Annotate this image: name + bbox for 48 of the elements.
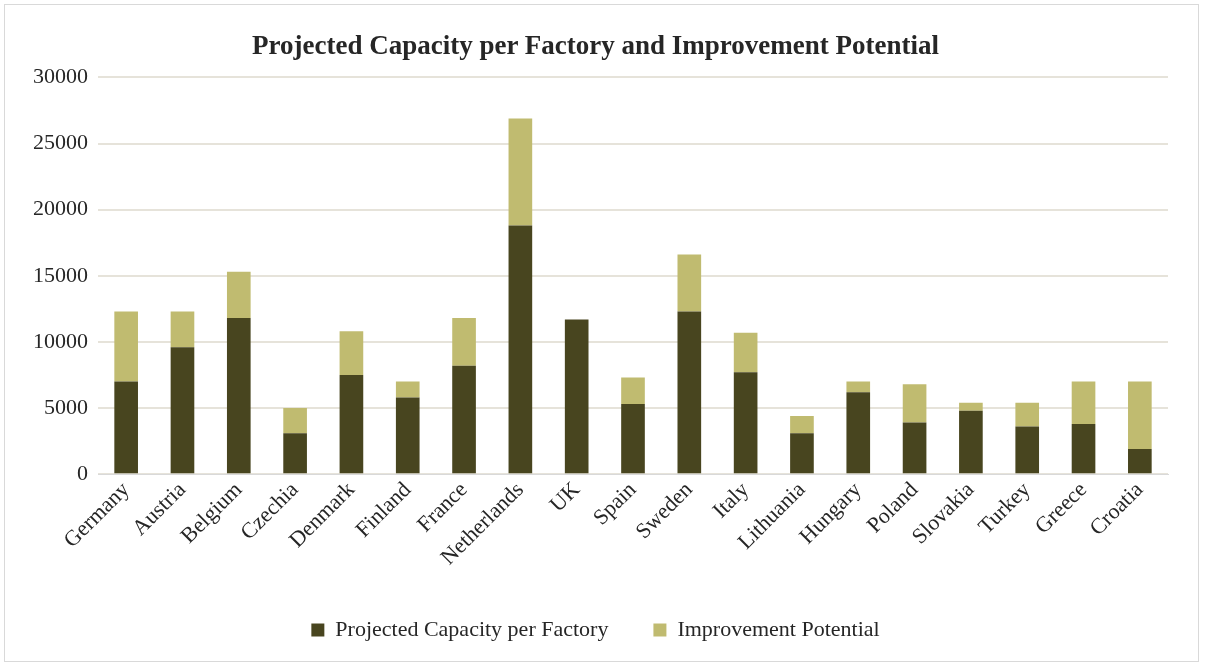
bar (564, 319, 589, 474)
x-tick-label: UK (544, 476, 585, 517)
y-tick-label: 30000 (33, 63, 88, 89)
bar (1071, 423, 1096, 474)
bar (1015, 402, 1040, 427)
bar (621, 404, 645, 474)
bar (846, 392, 871, 474)
bar (790, 433, 814, 474)
bar (114, 311, 138, 382)
bar (677, 254, 702, 312)
bar (114, 381, 138, 474)
bar (170, 311, 195, 348)
bar (959, 410, 983, 474)
y-tick-label: 15000 (33, 261, 88, 287)
bar (1015, 426, 1040, 474)
bar (902, 384, 927, 423)
y-tick-label: 5000 (44, 393, 88, 419)
bar (395, 381, 420, 398)
bar (677, 311, 702, 474)
bar (283, 433, 307, 474)
bar (170, 347, 195, 474)
bar (395, 397, 420, 474)
legend-label: Projected Capacity per Factory (335, 615, 609, 641)
legend-label: Improvement Potential (677, 615, 880, 641)
y-tick-label: 20000 (33, 195, 88, 221)
bar (733, 332, 758, 373)
bar (1071, 381, 1096, 424)
bar (959, 402, 983, 411)
y-tick-label: 10000 (33, 327, 88, 353)
bar (452, 365, 476, 474)
y-tick-label: 0 (77, 459, 88, 485)
bar (226, 271, 251, 319)
bar (339, 331, 364, 375)
bar (790, 415, 814, 434)
chart-title: Projected Capacity per Factory and Improvement Potential (252, 30, 940, 61)
bar (339, 374, 364, 474)
bar (452, 318, 476, 366)
bar (1128, 449, 1152, 474)
bar (902, 422, 927, 474)
bar (733, 372, 758, 474)
bar (508, 118, 533, 226)
bar (226, 318, 251, 474)
bar (621, 377, 645, 405)
bar (846, 381, 871, 393)
bar (508, 225, 533, 474)
bar (1128, 381, 1152, 450)
bar (283, 408, 307, 434)
y-tick-label: 25000 (33, 129, 88, 155)
